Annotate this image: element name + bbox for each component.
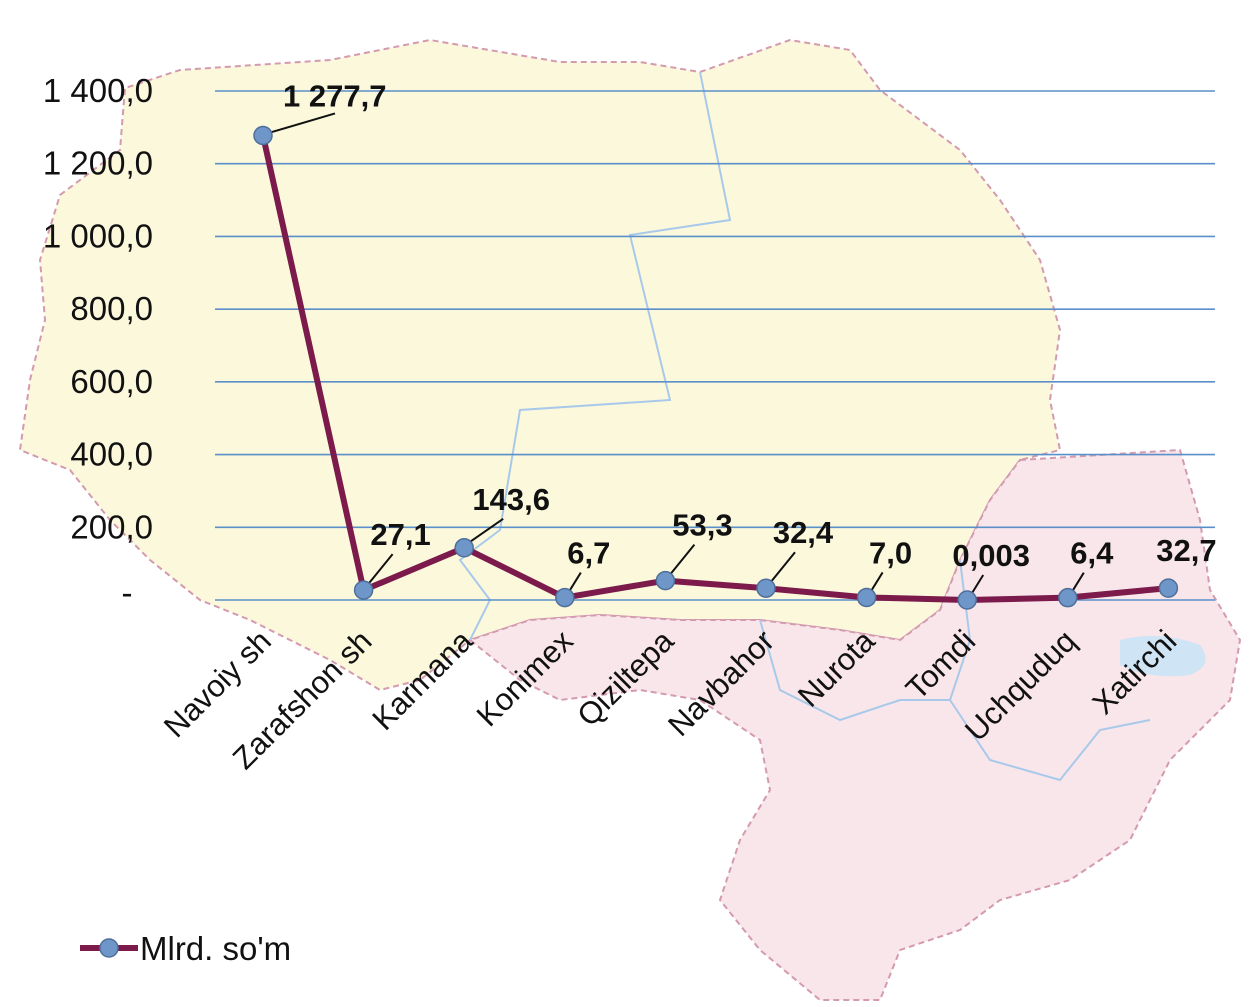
data-point (555, 587, 575, 608)
data-label: 1 277,7 (283, 78, 386, 113)
lake (1120, 636, 1206, 677)
legend: Mlrd. so'm (80, 930, 291, 967)
data-points (253, 125, 1179, 610)
data-label: 6,4 (1070, 536, 1114, 571)
y-tick-label: 800,0 (70, 290, 153, 327)
data-point (353, 580, 374, 600)
data-point (1058, 587, 1078, 608)
legend-marker (99, 938, 119, 958)
y-tick-label: - (122, 574, 133, 611)
map-region-south (467, 448, 1242, 1001)
data-point (957, 590, 977, 610)
series-line-path (260, 132, 1172, 603)
map-region-north (18, 38, 1062, 692)
district-border (948, 559, 1151, 782)
data-label-leader (768, 551, 796, 585)
y-tick-label: 1 000,0 (43, 217, 153, 254)
data-label-leader (466, 517, 504, 545)
data-point (1158, 578, 1179, 598)
gridlines (215, 90, 1215, 601)
y-tick-label: 600,0 (70, 363, 153, 400)
y-tick-label: 1 400,0 (43, 72, 153, 109)
data-label: 6,7 (567, 536, 610, 571)
legend-label: Mlrd. so'm (140, 930, 291, 967)
data-label-leader (365, 553, 394, 587)
background-map (18, 38, 1242, 1001)
district-border (759, 619, 950, 722)
data-labels: 1 277,7 27,1 143,6 6,7 53,3 32,4 7,0 0,003 6,4 32… (283, 78, 1217, 573)
data-label: 32,7 (1156, 533, 1216, 568)
data-label: 32,4 (773, 515, 834, 550)
y-axis-ticks: - 200,0 400,0 600,0 800,0 1 000,0 1 200,0 1 400… (43, 72, 153, 611)
data-label-leader (266, 112, 336, 135)
y-tick-label: 1 200,0 (43, 145, 153, 182)
data-point (454, 538, 474, 558)
data-point (856, 587, 877, 608)
y-tick-label: 200,0 (70, 508, 153, 545)
data-point (756, 578, 776, 598)
data-point (253, 125, 273, 146)
series-line (260, 132, 1172, 603)
data-label: 7,0 (869, 535, 912, 570)
data-label: 0,003 (952, 538, 1030, 573)
y-tick-label: 400,0 (70, 436, 153, 473)
data-label: 27,1 (370, 517, 430, 552)
district-border (458, 71, 732, 641)
data-label-leader (667, 543, 696, 578)
data-label: 143,6 (472, 482, 550, 517)
data-label: 53,3 (672, 508, 732, 543)
data-point (655, 570, 676, 591)
